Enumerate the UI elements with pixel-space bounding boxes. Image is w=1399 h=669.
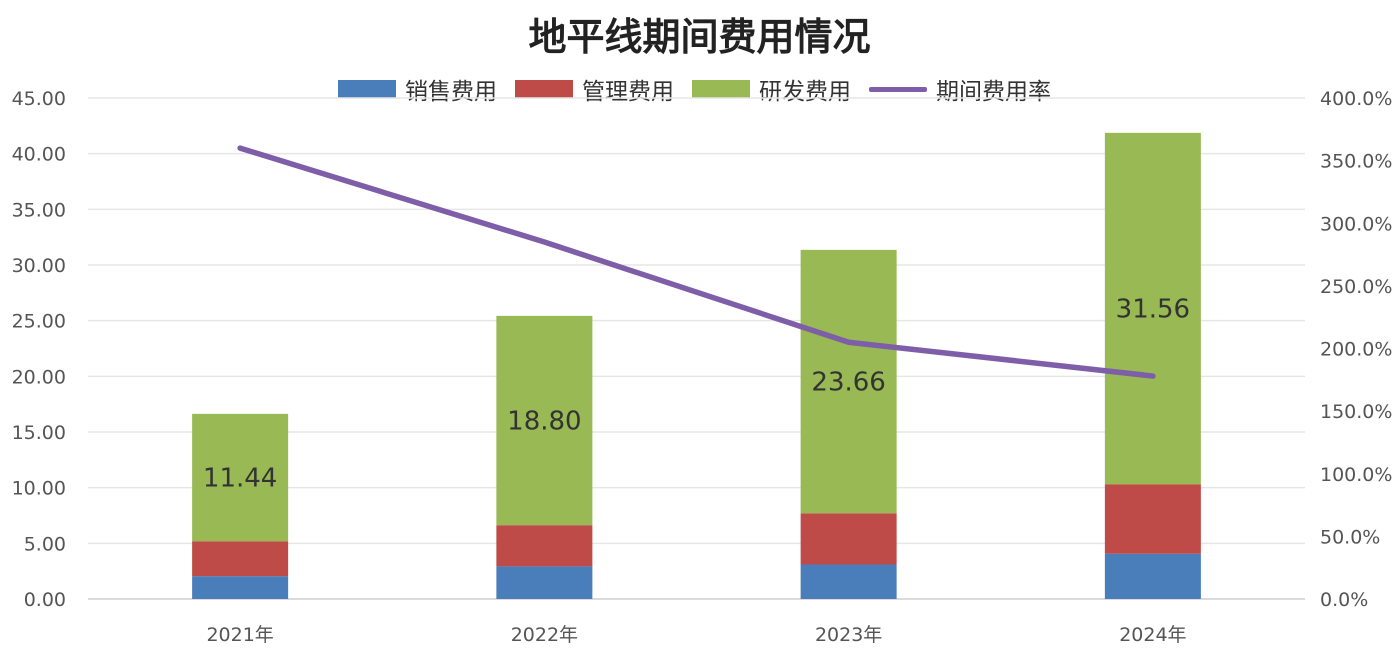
legend: 销售费用 管理费用 研发费用 期间费用率 [0,72,1399,106]
y-right-tick-label: 400.0% [1320,88,1392,110]
y-left-tick-label: 20.00 [12,366,66,388]
bar-segment-1 [1104,484,1201,554]
bar-segment-2 [192,413,289,542]
legend-item-sales: 销售费用 [338,72,497,106]
y-left-tick-label: 15.00 [12,422,66,444]
bar-segment-0 [192,576,289,599]
x-tick-label: 2023年 [815,624,882,646]
y-right-tick-label: 0.0% [1320,589,1368,611]
y-right-tick-label: 200.0% [1320,339,1392,361]
y-left-tick-label: 40.00 [12,144,66,166]
rate-point [846,339,852,345]
rate-point [541,239,547,245]
bar-segment-0 [1104,553,1201,599]
legend-swatch-rd [692,80,750,98]
bar-data-label: 31.56 [1116,295,1190,325]
x-tick-label: 2021年 [206,624,273,646]
legend-item-admin: 管理费用 [515,72,674,106]
x-tick-label: 2022年 [511,624,578,646]
bar-segment-1 [192,541,289,577]
x-tick-label: 2024年 [1119,624,1186,646]
rate-point [1150,373,1156,379]
rate-point [237,145,243,151]
legend-label-admin: 管理费用 [582,79,674,105]
bar-segment-0 [496,566,593,599]
bar-segment-1 [496,525,593,567]
bar-segment-1 [800,513,897,565]
y-left-tick-label: 5.00 [24,533,66,555]
legend-item-rate: 期间费用率 [869,72,1051,106]
chart-title: 地平线期间费用情况 [528,14,871,59]
y-left-tick-label: 30.00 [12,255,66,277]
bar-data-label: 23.66 [811,368,885,398]
bar-segment-0 [800,564,897,599]
bar-segment-2 [496,315,593,526]
bar-segment-2 [1104,132,1201,485]
legend-item-rd: 研发费用 [692,72,851,106]
legend-label-rd: 研发费用 [759,79,851,105]
y-right-tick-label: 250.0% [1320,276,1392,298]
y-left-tick-label: 0.00 [24,589,66,611]
y-right-tick-label: 50.0% [1320,526,1380,548]
y-right-tick-label: 350.0% [1320,151,1392,173]
y-left-tick-label: 25.00 [12,311,66,333]
bar-segment-2 [800,249,897,514]
legend-label-sales: 销售费用 [405,79,497,105]
bar-data-label: 18.80 [507,407,581,437]
y-right-tick-label: 150.0% [1320,401,1392,423]
y-left-tick-label: 35.00 [12,199,66,221]
y-left-tick-label: 45.00 [12,88,66,110]
rate-line [237,145,1156,379]
y-left-tick-label: 10.00 [12,478,66,500]
legend-swatch-rate [869,86,927,92]
y-right-tick-label: 300.0% [1320,213,1392,235]
bar-data-label: 11.44 [203,464,277,494]
y-right-tick-label: 100.0% [1320,464,1392,486]
legend-label-rate: 期间费用率 [936,79,1051,105]
legend-swatch-admin [515,80,573,98]
legend-swatch-sales [338,80,396,98]
